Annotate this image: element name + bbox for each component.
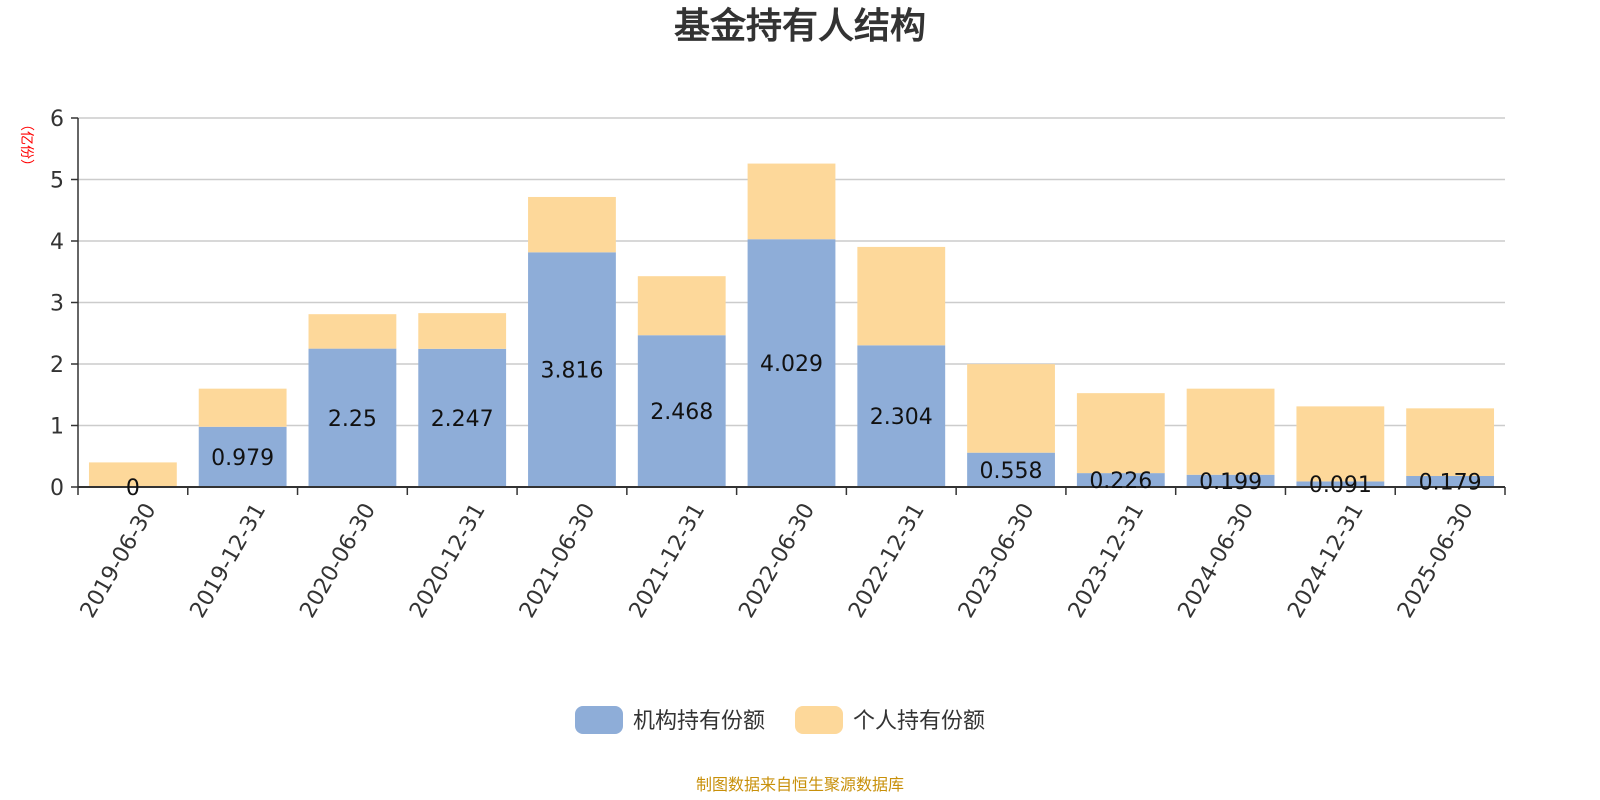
bar-individual xyxy=(1186,388,1275,475)
bar-institutional xyxy=(308,348,397,487)
bar-institutional xyxy=(1186,474,1275,487)
bar-institutional xyxy=(198,426,287,487)
legend-label-institutional: 机构持有份额 xyxy=(633,709,765,734)
x-tick-label: 2020-12-31 xyxy=(405,499,491,622)
y-tick-label: 4 xyxy=(50,230,64,255)
x-tick-label: 2021-06-30 xyxy=(515,499,601,622)
x-tick-label: 2025-06-30 xyxy=(1393,499,1479,622)
y-unit-label: （亿份） xyxy=(18,117,34,173)
data-label: 2.468 xyxy=(650,400,713,425)
bar-individual xyxy=(1296,406,1385,482)
bar-institutional xyxy=(418,348,507,487)
data-label: 0.179 xyxy=(1419,470,1482,495)
legend: 机构持有份额 个人持有份额 xyxy=(575,706,985,734)
x-tick-label: 2023-12-31 xyxy=(1064,499,1150,622)
bar-individual xyxy=(1076,393,1165,474)
bar-individual xyxy=(747,163,836,240)
source-note: 制图数据来自恒生聚源数据库 xyxy=(696,775,904,794)
data-label: 2.25 xyxy=(328,407,377,432)
bar-individual xyxy=(967,364,1055,453)
y-tick-label: 2 xyxy=(50,353,64,378)
data-labels: 0 0.979 2.25 2.247 3.816 2.468 4.029 2.304 0.558… xyxy=(126,352,1482,501)
x-tick-label: 2022-12-31 xyxy=(844,499,930,622)
bar-institutional xyxy=(1076,473,1165,487)
bar-institutional xyxy=(528,252,616,487)
bar-individual xyxy=(528,196,616,253)
data-label: 2.247 xyxy=(431,407,494,432)
bar-individual xyxy=(88,462,177,487)
bar-individual xyxy=(308,314,397,349)
bar-institutional xyxy=(967,452,1055,487)
data-label: 2.304 xyxy=(870,405,933,430)
bars xyxy=(88,163,1495,487)
x-tick-label: 2021-12-31 xyxy=(625,499,711,622)
bar-institutional xyxy=(637,335,726,487)
y-tick-label: 0 xyxy=(50,476,64,501)
data-label: 3.816 xyxy=(540,359,603,384)
y-tick-label: 1 xyxy=(50,415,64,440)
data-label: 0.091 xyxy=(1309,473,1372,498)
x-tick-label: 2023-06-30 xyxy=(954,499,1040,622)
bar-individual xyxy=(637,276,726,336)
bar-institutional xyxy=(747,239,836,487)
data-label: 0.199 xyxy=(1199,470,1262,495)
bar-institutional xyxy=(857,345,946,487)
x-tick-label: 2022-06-30 xyxy=(734,499,820,622)
x-tick-label: 2019-06-30 xyxy=(76,499,162,622)
x-tick-label: 2024-06-30 xyxy=(1174,499,1260,622)
bar-individual xyxy=(418,313,507,349)
y-tick-label: 5 xyxy=(50,169,64,194)
x-tick-label: 2024-12-31 xyxy=(1283,499,1369,622)
bar-institutional xyxy=(1406,475,1495,487)
data-label: 0 xyxy=(126,476,140,501)
chart-title: 基金持有人结构 xyxy=(674,5,926,47)
x-tick-label: 2020-06-30 xyxy=(295,499,381,622)
data-label: 0.558 xyxy=(980,459,1043,484)
y-tick-label: 6 xyxy=(50,107,64,132)
legend-swatch-individual xyxy=(795,706,843,734)
data-label: 4.029 xyxy=(760,352,823,377)
bar-individual xyxy=(198,388,287,427)
legend-label-individual: 个人持有份额 xyxy=(853,709,985,734)
data-label: 0.226 xyxy=(1089,469,1152,494)
x-tick-label: 2019-12-31 xyxy=(186,499,272,622)
legend-swatch-institutional xyxy=(575,706,623,734)
data-label: 0.979 xyxy=(211,446,274,471)
bar-individual xyxy=(1406,408,1495,476)
y-tick-label: 3 xyxy=(50,292,64,317)
bar-individual xyxy=(857,246,946,346)
bar-institutional xyxy=(1296,481,1385,487)
